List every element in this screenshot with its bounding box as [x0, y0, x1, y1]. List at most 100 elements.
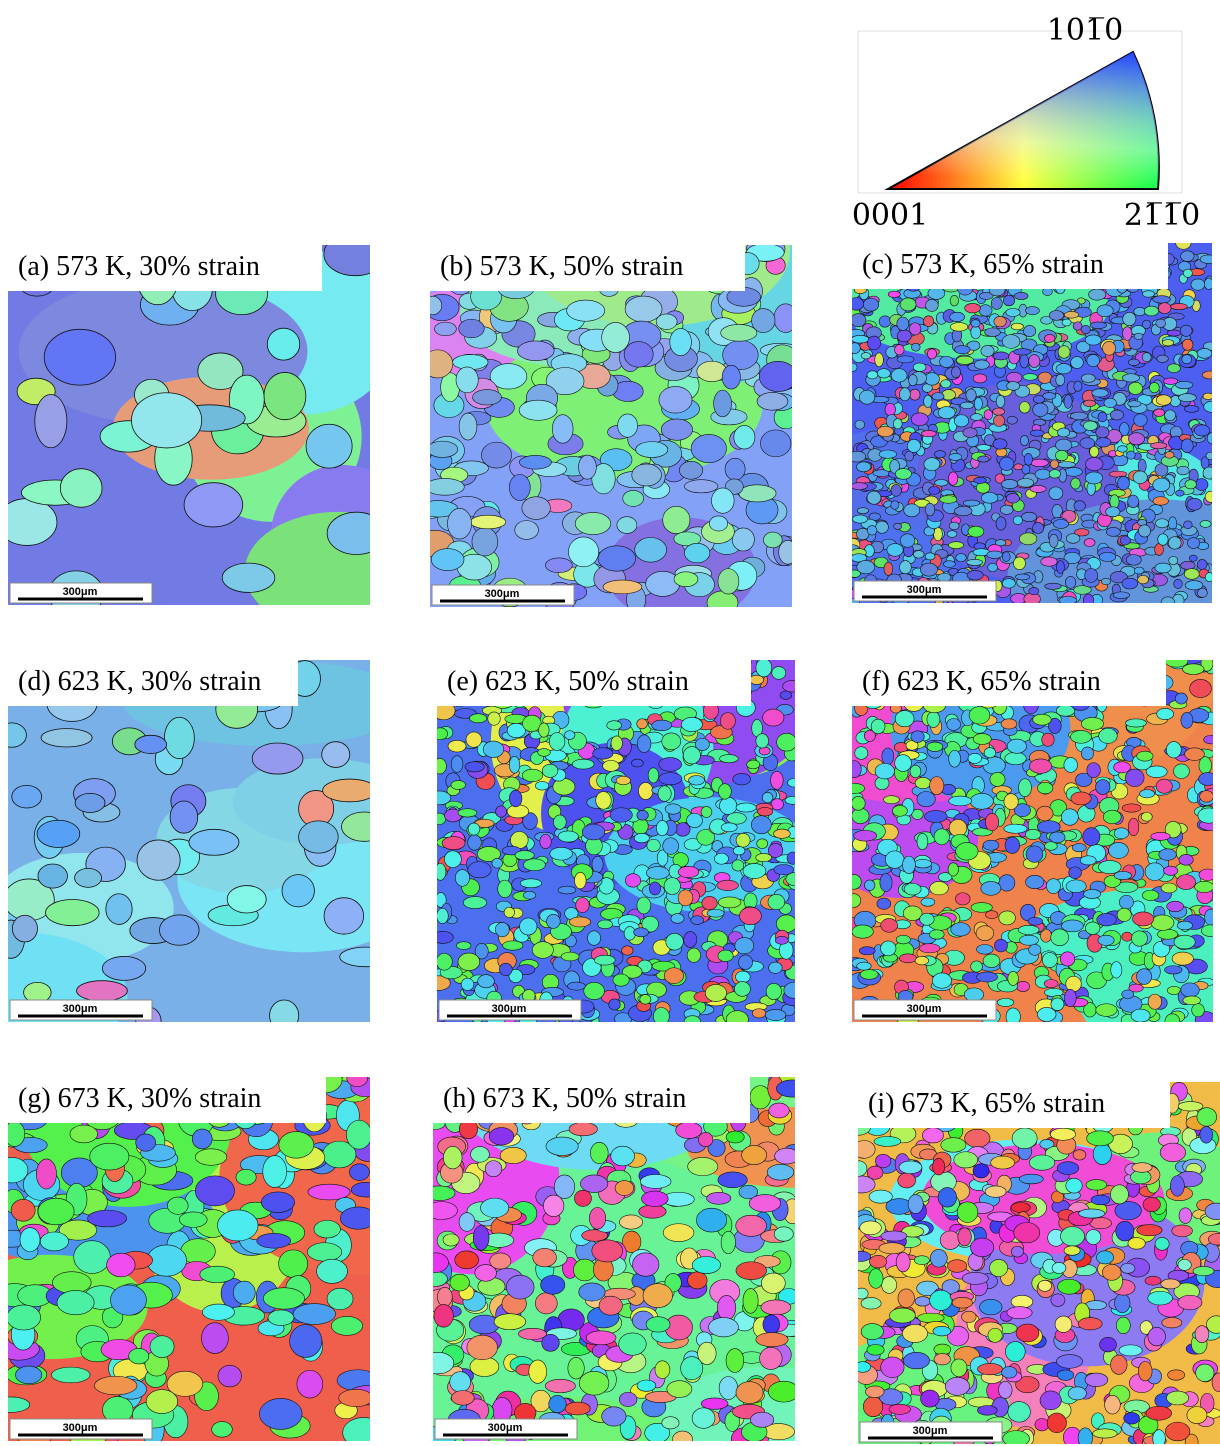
panel-label: (c) 573 K, 65% strain — [862, 249, 1104, 280]
grain — [1037, 1007, 1056, 1021]
grain — [1159, 849, 1177, 860]
grain — [77, 981, 128, 1001]
grain — [722, 365, 740, 389]
grain — [726, 1349, 744, 1373]
grain — [678, 890, 693, 906]
grain — [898, 1289, 915, 1308]
grain — [640, 994, 651, 1004]
grain — [1178, 1259, 1191, 1270]
grain — [985, 813, 998, 830]
grain — [88, 1210, 127, 1227]
grain — [763, 532, 782, 548]
grain — [1184, 405, 1199, 412]
grain — [913, 551, 924, 559]
grain — [1022, 512, 1037, 521]
grain — [517, 341, 554, 361]
grain — [146, 1390, 177, 1414]
grain — [676, 823, 691, 837]
grain — [1005, 1342, 1025, 1362]
grain — [582, 824, 605, 840]
grain — [459, 1213, 475, 1232]
grain — [967, 559, 983, 565]
grain — [769, 962, 783, 973]
grain — [632, 464, 662, 486]
grain — [433, 758, 446, 774]
grain — [471, 1147, 490, 1163]
grain — [1024, 453, 1032, 465]
grain — [973, 374, 987, 383]
grain — [1204, 735, 1219, 744]
grain — [855, 747, 868, 760]
grain — [0, 499, 57, 546]
grain — [1030, 430, 1044, 436]
grain — [857, 962, 872, 970]
grain — [853, 1140, 875, 1158]
grain — [691, 916, 704, 925]
grain — [954, 1152, 978, 1168]
grain — [135, 735, 167, 753]
grain — [974, 397, 982, 410]
grain — [867, 491, 881, 504]
grain — [1041, 557, 1057, 566]
grain — [1035, 1419, 1049, 1431]
grain — [867, 1166, 883, 1179]
grain — [905, 451, 914, 461]
grain — [257, 1233, 291, 1248]
grain — [765, 1009, 786, 1020]
grain — [637, 719, 648, 729]
grain — [1093, 1144, 1111, 1165]
grain — [1125, 769, 1144, 787]
grain — [869, 1269, 883, 1289]
grain — [701, 806, 712, 817]
grain — [930, 777, 944, 795]
grain — [1155, 1237, 1169, 1250]
grain — [346, 1120, 371, 1149]
grain — [727, 813, 747, 825]
grain — [869, 1255, 886, 1268]
grain — [259, 1398, 302, 1429]
grain — [1100, 1337, 1117, 1352]
grain — [340, 1207, 376, 1229]
grain — [639, 1205, 666, 1218]
grain — [1181, 439, 1193, 453]
grain — [649, 882, 660, 895]
grain — [1029, 355, 1040, 368]
grain — [788, 778, 802, 787]
grain — [876, 521, 889, 533]
grain — [1138, 1361, 1152, 1380]
grain — [1080, 856, 1096, 865]
grain — [504, 907, 515, 917]
grain — [461, 978, 474, 990]
grain — [971, 326, 981, 339]
grain — [580, 1175, 608, 1193]
grain — [483, 741, 504, 757]
scale-bar-label: 300μm — [907, 584, 942, 596]
grain — [938, 573, 951, 582]
grain — [917, 1313, 944, 1323]
grain — [1181, 712, 1193, 728]
grain — [1033, 403, 1048, 417]
grain — [747, 760, 760, 769]
grain — [327, 1288, 353, 1310]
grain — [324, 898, 364, 934]
grain — [468, 823, 480, 835]
grain — [691, 434, 726, 462]
grain — [1044, 334, 1055, 342]
grain — [963, 428, 977, 438]
grain — [1195, 1326, 1209, 1343]
grain — [721, 324, 757, 341]
grain — [948, 472, 958, 485]
grain — [1023, 374, 1037, 381]
grain — [451, 1391, 474, 1406]
grain — [1050, 1128, 1075, 1140]
grain — [922, 1128, 943, 1143]
grain — [1176, 490, 1185, 496]
grain — [1064, 395, 1072, 409]
grain — [455, 870, 469, 887]
grain — [567, 982, 585, 990]
grain — [422, 1352, 454, 1374]
grain — [768, 1381, 799, 1402]
grain — [1155, 563, 1171, 573]
grain — [702, 896, 717, 909]
grain — [1126, 719, 1147, 727]
